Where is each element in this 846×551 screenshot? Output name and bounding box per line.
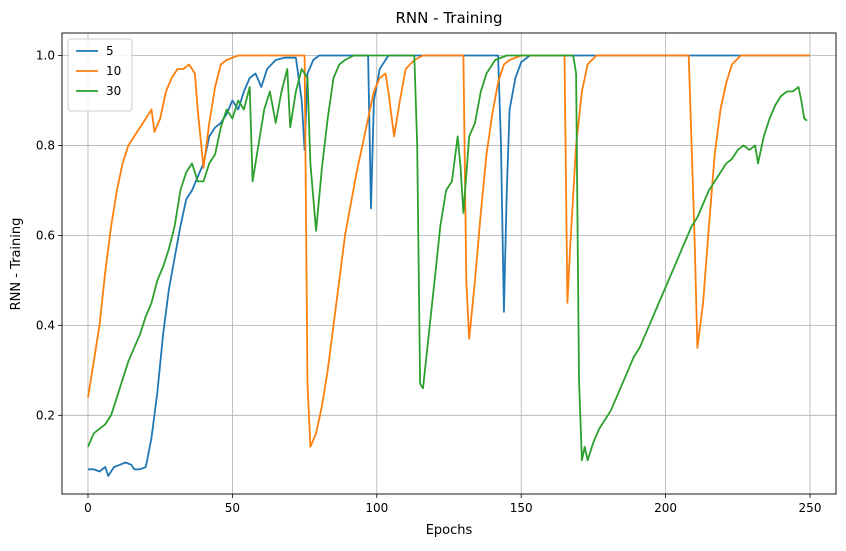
legend-box <box>67 38 133 112</box>
x-tick-label: 50 <box>225 501 240 515</box>
x-tick-label: 0 <box>84 501 92 515</box>
y-tick-label: 0.6 <box>36 228 55 242</box>
legend-label-30: 30 <box>106 84 121 98</box>
plot-area <box>87 54 810 477</box>
y-tick-label: 0.8 <box>36 138 55 152</box>
legend-label-5: 5 <box>106 44 114 58</box>
x-tick-label: 200 <box>654 501 677 515</box>
x-axis-label: Epochs <box>426 523 473 538</box>
y-tick-label: 0.4 <box>36 318 55 332</box>
y-axis-label: RNN - Training <box>9 218 24 311</box>
plot-frame <box>61 32 837 495</box>
legend: 5 10 30 <box>67 38 133 112</box>
series-line-5 <box>88 54 810 477</box>
x-axis: 0 50 100 150 200 250 <box>84 494 821 515</box>
chart-title: RNN - Training <box>396 9 503 27</box>
y-tick-label: 1.0 <box>36 48 55 62</box>
series-line-30 <box>87 54 808 462</box>
series-line-10 <box>87 54 810 448</box>
y-axis: 0.2 0.4 0.6 0.8 1.0 <box>36 48 62 422</box>
x-tick-label: 150 <box>510 501 533 515</box>
x-tick-label: 100 <box>365 501 388 515</box>
legend-label-10: 10 <box>106 64 121 78</box>
x-tick-label: 250 <box>799 501 822 515</box>
y-tick-label: 0.2 <box>36 408 55 422</box>
